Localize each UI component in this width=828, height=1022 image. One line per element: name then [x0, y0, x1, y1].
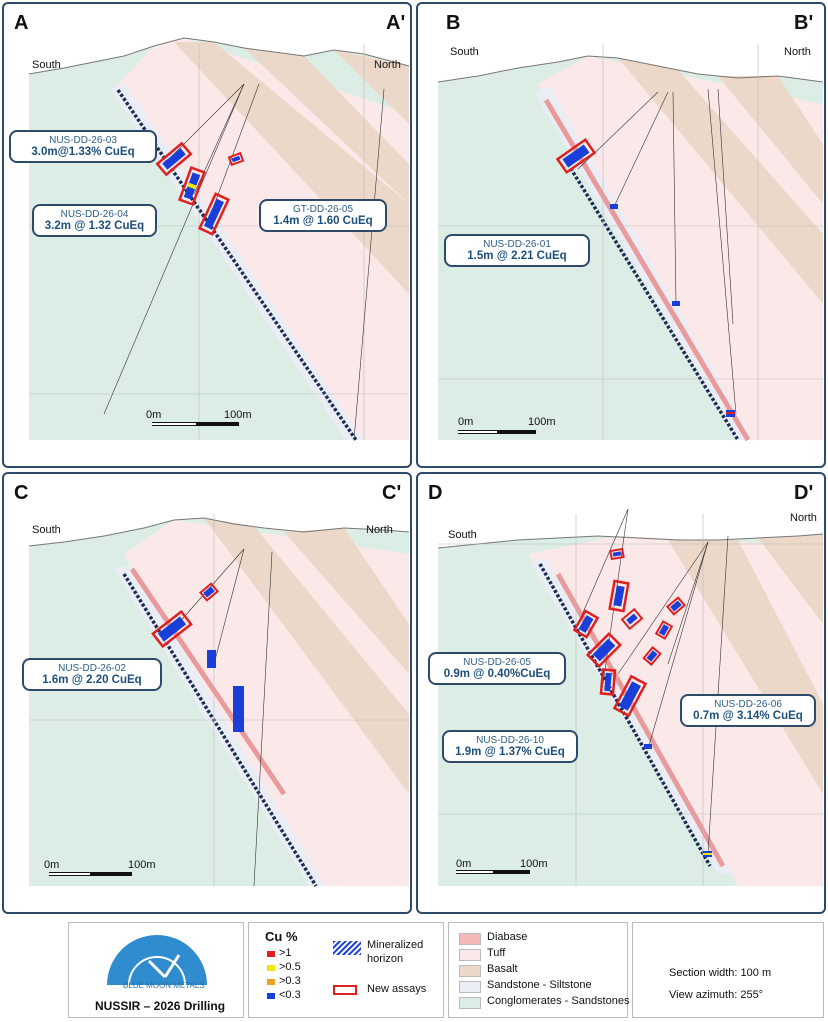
scale-end-label: 100m	[128, 859, 156, 871]
mineralized-horizon	[116, 89, 358, 441]
drillhole-id: NUS-DD-26-02	[58, 663, 126, 674]
assay-result: 1.5m @ 2.21 CuEq	[467, 250, 567, 262]
mineralized-label-line1: Mineralized	[367, 939, 424, 951]
sandstone-siltstone-swatch	[459, 981, 481, 993]
scale-end-label: 100m	[224, 409, 252, 421]
view-azimuth-label: View azimuth: 255°	[669, 989, 764, 1001]
legend-section-box: Section width: 100 m View azimuth: 255°	[632, 922, 824, 1018]
scale-end-label: 100m	[528, 416, 556, 428]
legend-rocks-box: Diabase Tuff Basalt Sandstone - Siltston…	[448, 922, 630, 1018]
section-letter-prime: B'	[794, 12, 814, 34]
drillhole-id: NUS-DD-26-05	[463, 657, 531, 668]
cu-swatch-3	[267, 979, 275, 985]
assay-result: 3.2m @ 1.32 CuEq	[44, 220, 145, 232]
cu-class-label: >0.5	[279, 961, 301, 973]
section-width-label: Section width: 100 m	[669, 967, 772, 979]
section-panel-d: D D' South North NUS-DD-26-05 0.9m @ 0.4…	[416, 472, 826, 914]
scale-end-label: 100m	[520, 858, 548, 870]
south-label: South	[32, 59, 61, 71]
south-label: South	[448, 529, 477, 541]
scale-start-label: 0m	[44, 859, 60, 871]
mineralized-horizon-swatch	[333, 941, 361, 955]
assay-result: 1.4m @ 1.60 CuEq	[273, 215, 373, 227]
drillhole-id: NUS-DD-26-03	[49, 135, 117, 146]
assay-result: 0.7m @ 3.14% CuEq	[693, 710, 803, 722]
assay-callout: NUS-DD-26-05 0.9m @ 0.40%CuEq	[428, 652, 566, 685]
section-letter: C	[14, 482, 29, 504]
scale-start-label: 0m	[458, 416, 474, 428]
section-letter: D	[428, 482, 443, 504]
scale-start-label: 0m	[456, 858, 472, 870]
assay-result: 1.6m @ 2.20 CuEq	[42, 674, 142, 686]
drillhole-id: NUS-DD-26-04	[60, 209, 129, 220]
drillhole-id: GT-DD-26-05	[292, 204, 353, 215]
section-c-diagram	[28, 514, 410, 887]
assay-result: 0.9m @ 0.40%CuEq	[443, 668, 551, 680]
project-title: NUSSIR – 2026 Drilling	[95, 999, 226, 1013]
rock-label: Diabase	[487, 931, 528, 943]
section-letter: B	[446, 12, 461, 34]
cu-legend-title: Cu %	[265, 929, 298, 944]
scale-start-label: 0m	[146, 409, 162, 421]
section-letter-prime: A'	[386, 12, 406, 34]
drillhole-id: NUS-DD-26-01	[483, 239, 551, 250]
drillhole-id: NUS-DD-26-06	[714, 699, 782, 710]
north-label: North	[366, 524, 393, 536]
north-label: North	[374, 59, 401, 71]
assay-callout: GT-DD-26-05 1.4m @ 1.60 CuEq	[259, 199, 387, 232]
rock-label: Sandstone - Siltstone	[487, 979, 592, 991]
south-label: South	[32, 524, 61, 536]
logo-text: BLUE MOON METALS	[123, 981, 205, 990]
rock-label: Tuff	[487, 947, 506, 959]
section-panel-b: B B' South North NUS-DD-26-01 1.5m @ 2.2…	[416, 2, 826, 468]
rock-label: Conglomerates - Sandstones	[487, 995, 630, 1007]
assay-callout: NUS-DD-26-10 1.9m @ 1.37% CuEq	[442, 730, 578, 763]
assay-callout: NUS-DD-26-01 1.5m @ 2.21 CuEq	[444, 234, 590, 267]
legend-logo-box: BLUE MOON METALS NUSSIR – 2026 Drilling	[68, 922, 244, 1018]
section-b-diagram	[437, 44, 824, 442]
section-letter-prime: D'	[794, 482, 814, 504]
cu-class-label: >0.3	[279, 975, 301, 987]
section-panel-c: C C' South North NUS-DD-26-02 1.6m @ 2.2…	[2, 472, 412, 914]
assay-callout: NUS-DD-26-03 3.0m@1.33% CuEq	[9, 130, 157, 163]
assay-callout: NUS-DD-26-02 1.6m @ 2.20 CuEq	[22, 658, 162, 691]
section-panel-a: A A' South North NUS-DD-26-03 3.0m@1.33%…	[2, 2, 412, 468]
north-label: North	[790, 512, 817, 524]
rock-label: Basalt	[487, 963, 518, 975]
conglomerates-swatch	[459, 997, 481, 1009]
section-d-diagram	[437, 508, 824, 886]
cu-class-label: <0.3	[279, 989, 301, 1001]
assay-result: 1.9m @ 1.37% CuEq	[455, 746, 565, 758]
legend-cu-box: Cu % >1 >0.5 >0.3 <0.3 Mineralized horiz…	[248, 922, 444, 1018]
mineralized-label-line2: horizon	[367, 953, 404, 965]
tuff-swatch	[459, 949, 481, 961]
moon-logo	[107, 935, 207, 986]
drillhole-id: NUS-DD-26-10	[476, 735, 544, 746]
south-label: South	[450, 46, 479, 58]
section-letter-prime: C'	[382, 482, 402, 504]
north-label: North	[784, 46, 811, 58]
cu-swatch-4	[267, 993, 275, 999]
section-letter: A	[14, 12, 29, 34]
basalt-swatch	[459, 965, 481, 977]
cu-class-label: >1	[279, 947, 292, 959]
assay-result: 3.0m@1.33% CuEq	[31, 146, 135, 158]
diabase-swatch	[459, 933, 481, 945]
cu-swatch-2	[267, 965, 275, 971]
new-assays-label: New assays	[367, 983, 427, 995]
cu-swatch-1	[267, 951, 275, 957]
assay-callout: NUS-DD-26-06 0.7m @ 3.14% CuEq	[680, 694, 816, 727]
new-assays-swatch	[333, 985, 357, 995]
assay-callout: NUS-DD-26-04 3.2m @ 1.32 CuEq	[32, 204, 157, 237]
